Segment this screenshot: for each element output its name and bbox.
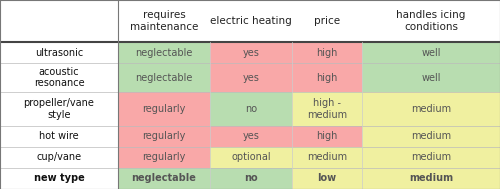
Bar [362,42,500,63]
Bar [0,92,118,125]
Text: neglectable: neglectable [132,174,196,184]
Text: medium: medium [307,152,347,162]
Text: high -
medium: high - medium [307,98,347,120]
Text: hot wire: hot wire [39,131,79,141]
Bar [0,147,118,168]
Bar [0,168,118,189]
Text: acoustic
resonance: acoustic resonance [34,67,84,88]
Text: high: high [316,73,338,83]
Bar [0,63,118,92]
Text: neglectable: neglectable [136,73,192,83]
Bar [210,125,292,147]
Text: regularly: regularly [142,131,186,141]
Bar [0,125,118,147]
Bar [118,147,210,168]
Text: medium: medium [411,104,451,114]
Bar [362,147,500,168]
Bar [292,125,362,147]
Bar [292,63,362,92]
Bar [292,92,362,125]
Text: electric heating: electric heating [210,16,292,26]
Text: no: no [245,104,257,114]
Bar [362,92,500,125]
Bar [118,92,210,125]
Bar [0,42,118,63]
Bar [362,125,500,147]
Bar [210,147,292,168]
Text: regularly: regularly [142,104,186,114]
Text: optional: optional [231,152,271,162]
Text: yes: yes [242,131,260,141]
Text: requires
maintenance: requires maintenance [130,10,198,32]
Bar [292,42,362,63]
Bar [210,63,292,92]
Text: low: low [318,174,336,184]
Text: medium: medium [409,174,453,184]
Text: well: well [422,48,441,58]
Text: medium: medium [411,152,451,162]
Text: well: well [422,73,441,83]
Bar [210,42,292,63]
Bar [0,0,500,42]
Bar [292,147,362,168]
Text: price: price [314,16,340,26]
Text: handles icing
conditions: handles icing conditions [396,10,466,32]
Text: no: no [244,174,258,184]
Text: medium: medium [411,131,451,141]
Bar [362,63,500,92]
Text: new type: new type [34,174,84,184]
Bar [118,168,210,189]
Text: cup/vane: cup/vane [36,152,82,162]
Text: ultrasonic: ultrasonic [35,48,83,58]
Text: regularly: regularly [142,152,186,162]
Bar [118,125,210,147]
Text: yes: yes [242,73,260,83]
Text: neglectable: neglectable [136,48,192,58]
Bar [292,168,362,189]
Text: propeller/vane
style: propeller/vane style [24,98,95,120]
Bar [362,168,500,189]
Bar [210,92,292,125]
Bar [118,63,210,92]
Text: high: high [316,48,338,58]
Bar [118,42,210,63]
Bar [210,168,292,189]
Text: yes: yes [242,48,260,58]
Text: high: high [316,131,338,141]
